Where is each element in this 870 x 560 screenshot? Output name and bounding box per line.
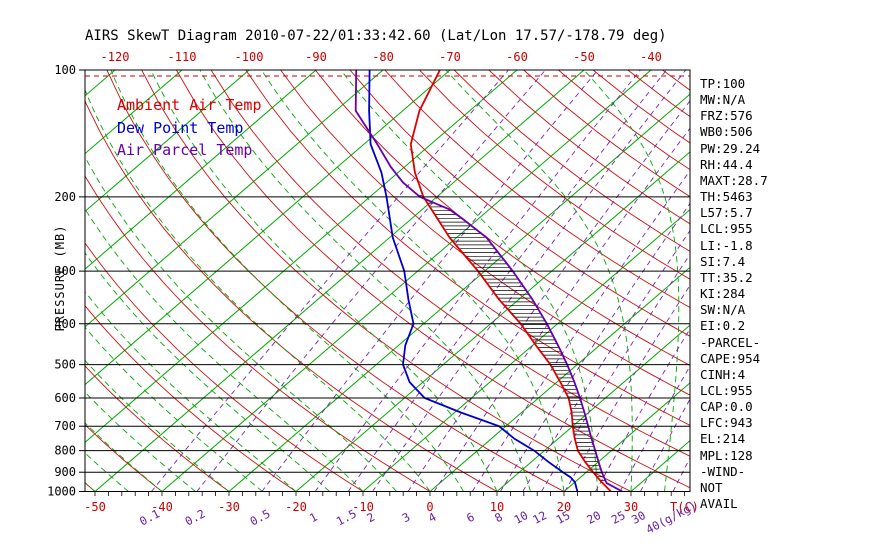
stats-line: LCL:955	[700, 221, 753, 237]
svg-text:-40: -40	[151, 500, 173, 514]
svg-text:1: 1	[307, 510, 320, 526]
stats-line: LI:-1.8	[700, 237, 753, 253]
svg-text:-110: -110	[168, 50, 197, 64]
svg-text:0: 0	[426, 500, 433, 514]
stats-line: PW:29.24	[700, 140, 761, 156]
svg-text:1000: 1000	[47, 485, 76, 499]
legend-item: Air Parcel Temp	[117, 141, 253, 159]
legend-item: Dew Point Temp	[117, 118, 244, 137]
svg-text:-90: -90	[305, 50, 327, 64]
svg-text:-50: -50	[84, 500, 106, 514]
svg-text:-40: -40	[640, 50, 662, 64]
stats-line: WB0:506	[700, 124, 753, 140]
stats-line: CAP:0.0	[700, 399, 753, 415]
stats-line: TT:35.2	[700, 269, 753, 285]
stats-line: -WIND-	[700, 463, 746, 479]
svg-text:20: 20	[584, 508, 603, 527]
svg-text:2: 2	[364, 510, 377, 526]
svg-text:300: 300	[54, 264, 76, 278]
svg-text:-20: -20	[285, 500, 307, 514]
svg-text:3: 3	[400, 510, 413, 526]
svg-text:500: 500	[54, 358, 76, 372]
svg-text:900: 900	[54, 465, 76, 479]
svg-text:12: 12	[530, 508, 549, 527]
svg-text:200: 200	[54, 190, 76, 204]
svg-text:100: 100	[54, 63, 76, 77]
stats-line: MPL:128	[700, 447, 753, 463]
svg-text:10: 10	[512, 508, 531, 527]
stats-line: LCL:955	[700, 382, 753, 398]
svg-text:30: 30	[629, 508, 648, 527]
svg-text:800: 800	[54, 444, 76, 458]
svg-text:-80: -80	[372, 50, 394, 64]
svg-text:6: 6	[464, 510, 477, 526]
svg-text:-30: -30	[218, 500, 240, 514]
stats-line: TH:5463	[700, 189, 753, 205]
stats-line: MW:N/A	[700, 92, 746, 108]
svg-text:-10: -10	[352, 500, 374, 514]
stats-line: NOT	[700, 479, 723, 495]
svg-text:600: 600	[54, 391, 76, 405]
stats-line: SI:7.4	[700, 253, 746, 269]
legend: Ambient Air Temp Dew Point Temp Air Parcel…	[117, 94, 262, 162]
stats-line: RH:44.4	[700, 156, 753, 172]
stats-line: TP:100	[700, 76, 746, 91]
legend-item: Ambient Air Temp	[117, 96, 262, 114]
svg-text:-50: -50	[573, 50, 595, 64]
svg-text:PRESSURE (MB): PRESSURE (MB)	[53, 225, 67, 332]
stats-line: EL:214	[700, 431, 746, 447]
svg-text:25: 25	[609, 508, 628, 527]
svg-text:-120: -120	[101, 50, 130, 64]
stats-line: EI:0.2	[700, 318, 746, 334]
svg-text:4: 4	[426, 510, 439, 526]
chart-title: AIRS SkewT Diagram 2010-07-22/01:33:42.6…	[85, 28, 667, 44]
plot-field	[85, 70, 690, 492]
svg-text:-70: -70	[439, 50, 461, 64]
svg-text:15: 15	[554, 508, 573, 527]
svg-text:30: 30	[624, 500, 638, 514]
stats-line: MAXT:28.7	[700, 172, 768, 188]
stats-line: CINH:4	[700, 366, 746, 382]
svg-text:0.5: 0.5	[248, 506, 273, 528]
stats-line: KI:284	[700, 286, 746, 302]
svg-text:0.2: 0.2	[183, 506, 208, 528]
svg-text:400: 400	[54, 317, 76, 331]
svg-text:20: 20	[557, 500, 571, 514]
stats-line: -PARCEL-	[700, 334, 761, 350]
svg-text:-100: -100	[235, 50, 264, 64]
stats-panel: TP:100 MW:N/A FRZ:576 WB0:506 PW:29.24 RH:44.…	[700, 76, 768, 512]
svg-text:-60: -60	[506, 50, 528, 64]
svg-text:10: 10	[490, 500, 504, 514]
stats-line: AVAIL	[700, 496, 738, 512]
stats-line: LFC:943	[700, 415, 753, 431]
stats-line: CAPE:954	[700, 350, 761, 366]
svg-text:700: 700	[54, 419, 76, 433]
stats-line: FRZ:576	[700, 108, 753, 124]
stats-line: SW:N/A	[700, 302, 746, 318]
svg-text:T(C): T(C)	[670, 500, 699, 514]
stats-line: L57:5.7	[700, 205, 753, 221]
